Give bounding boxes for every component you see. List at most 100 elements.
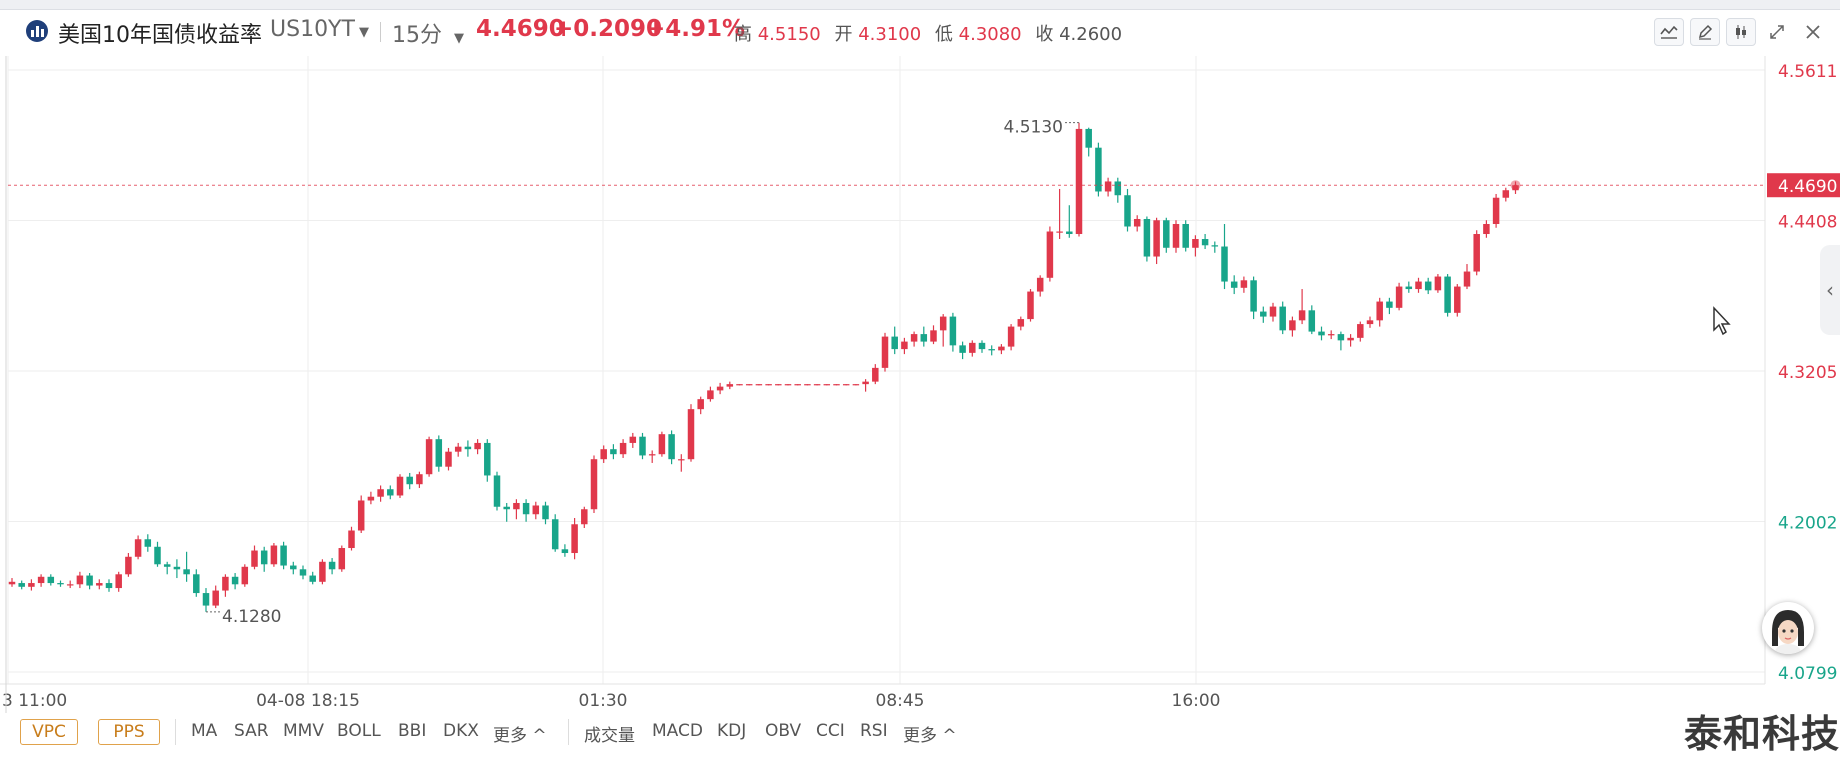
x-tick-label: 04-08 18:15 xyxy=(256,691,360,711)
candle-body xyxy=(1143,218,1151,257)
candle-body xyxy=(1250,280,1257,312)
fullscreen-icon[interactable] xyxy=(1762,18,1792,46)
candle-body xyxy=(464,446,472,450)
candle-body xyxy=(1337,334,1345,341)
assistant-avatar[interactable] xyxy=(1762,602,1814,654)
chart-header: 美国10年国债收益率 US10YT ▼ 15分 ▼ 4.4690 +0.2090 +… xyxy=(0,12,1840,48)
candle-body xyxy=(163,564,171,567)
line-style-icon[interactable] xyxy=(1654,18,1684,46)
candle-body xyxy=(668,434,675,460)
indicator-volume[interactable]: 成交量 xyxy=(584,726,635,746)
candle-body xyxy=(590,459,598,510)
candle-type-icon[interactable] xyxy=(1726,18,1756,46)
indicator-obv[interactable]: OBV xyxy=(765,721,802,741)
candle-body xyxy=(1163,220,1170,248)
close-label: 收 xyxy=(1035,24,1054,45)
candle-body xyxy=(86,575,93,586)
sub-more-menu[interactable]: 更多 ^ xyxy=(903,726,957,746)
candle-body xyxy=(881,336,889,368)
candle-body xyxy=(1095,147,1102,192)
candle-body xyxy=(299,569,307,576)
candle-body xyxy=(872,367,879,382)
indicator-rsi[interactable]: RSI xyxy=(860,721,888,741)
draw-icon[interactable] xyxy=(1690,18,1720,46)
indicator-sar[interactable]: SAR xyxy=(234,721,269,741)
candle-body xyxy=(260,550,268,565)
candle-body xyxy=(745,384,753,386)
candle-body xyxy=(522,502,530,515)
candle-body xyxy=(1007,326,1015,347)
candle-body xyxy=(290,565,297,570)
candle-body xyxy=(581,509,588,525)
candle-body xyxy=(755,384,763,386)
candle-body xyxy=(1221,246,1228,282)
candle-body xyxy=(1240,280,1248,288)
bar-chart-icon xyxy=(26,20,48,42)
bar-divider xyxy=(175,719,176,745)
candle-body xyxy=(47,576,55,584)
chevron-down-icon: ▼ xyxy=(358,25,369,40)
candle-body xyxy=(1502,190,1510,198)
x-tick-label: 01:30 xyxy=(579,691,628,711)
current-price-label: 4.4690 xyxy=(1778,177,1837,197)
indicator-cci[interactable]: CCI xyxy=(816,721,845,741)
close-icon[interactable] xyxy=(1798,18,1828,46)
indicator-boll[interactable]: BOLL xyxy=(337,721,381,741)
candle-body xyxy=(687,409,695,460)
candle-body xyxy=(1230,281,1238,288)
indicator-ma[interactable]: MA xyxy=(191,721,218,741)
candle-body xyxy=(813,384,821,386)
candle-body xyxy=(852,384,860,386)
tag-vpc[interactable]: VPC xyxy=(20,719,78,745)
candle-body xyxy=(1444,276,1451,313)
candle-body xyxy=(1133,218,1141,227)
candle-body xyxy=(125,556,132,575)
candle-body xyxy=(1318,331,1325,336)
candle-body xyxy=(435,439,443,467)
candle-body xyxy=(842,384,850,386)
candle-body xyxy=(910,334,918,342)
indicator-macd[interactable]: MACD xyxy=(652,721,703,741)
candle-body xyxy=(1483,224,1490,235)
candle-body xyxy=(493,475,501,507)
candle-body xyxy=(396,476,404,496)
main-more-menu[interactable]: 更多 ^ xyxy=(493,726,547,746)
candle-body xyxy=(1075,128,1083,235)
candle-body xyxy=(1347,337,1354,341)
symbol-selector[interactable]: US10YT ▼ xyxy=(270,17,369,42)
candle-body xyxy=(901,341,908,350)
indicator-dkx[interactable]: DKX xyxy=(443,721,479,741)
indicator-mmv[interactable]: MMV xyxy=(283,721,324,741)
indicator-kdj[interactable]: KDJ xyxy=(717,721,747,741)
tag-pps[interactable]: PPS xyxy=(98,719,160,745)
low-label: 低 xyxy=(934,24,953,45)
candlestick-chart[interactable]: 4.5611 4.4408 4.3205 4.2002 4.0799 3 11:00 04-… xyxy=(0,56,1840,713)
x-tick-label: 08:45 xyxy=(876,691,925,711)
candle-body xyxy=(202,593,210,606)
candle-body xyxy=(425,439,433,475)
chevron-down-icon: ▼ xyxy=(454,31,464,46)
candle-body xyxy=(1512,185,1519,191)
candle-body xyxy=(8,581,16,585)
candle-body xyxy=(1308,310,1316,332)
instrument-title: 美国10年国债收益率 xyxy=(58,23,262,48)
candle-body xyxy=(949,316,957,346)
chevron-left-icon[interactable]: ‹ xyxy=(1820,245,1840,335)
candle-body xyxy=(1036,277,1044,292)
candle-body xyxy=(736,384,743,386)
price-change-pct: +4.91% xyxy=(646,16,746,42)
candle-body xyxy=(57,583,64,585)
candle-body xyxy=(1104,181,1112,192)
y-tick-label: 4.2002 xyxy=(1778,514,1837,534)
indicator-bbi[interactable]: BBI xyxy=(398,721,427,741)
low-value: 4.3080 xyxy=(958,24,1022,45)
candle-body xyxy=(765,384,772,386)
candle-body xyxy=(37,576,45,584)
bar-divider xyxy=(568,719,569,745)
candle-body xyxy=(309,575,316,582)
period-selector[interactable]: 15分 ▼ xyxy=(392,17,464,49)
candle-body xyxy=(639,436,646,456)
candle-body xyxy=(959,345,966,353)
candle-body xyxy=(144,539,152,547)
candle-body xyxy=(891,336,898,350)
